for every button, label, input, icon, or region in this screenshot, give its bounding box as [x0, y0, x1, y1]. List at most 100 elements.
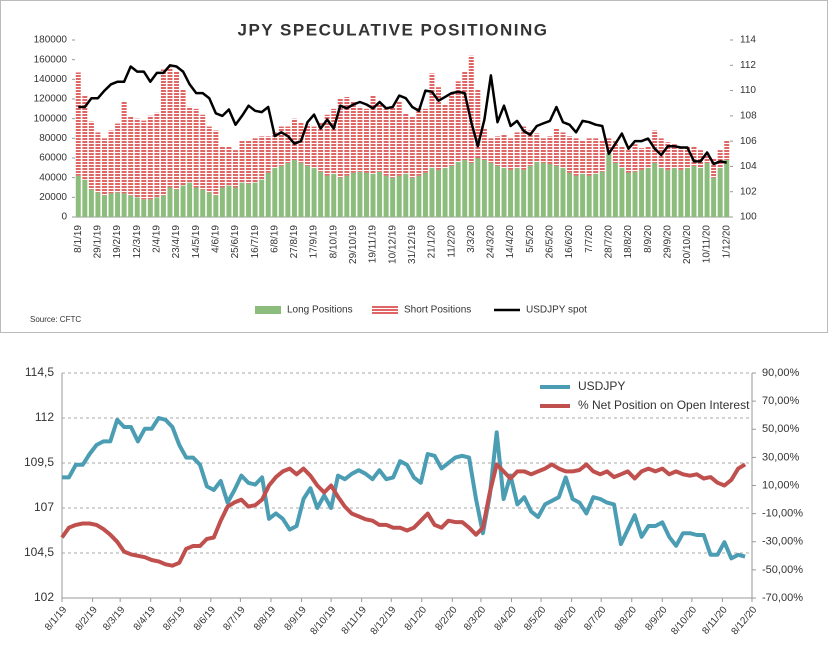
bar-segment: [154, 112, 160, 198]
bar-segment: [370, 95, 376, 174]
x-tick-label: 8/11/20: [700, 604, 730, 636]
bar-segment: [645, 146, 651, 168]
x-tick-label: 8/12/20: [729, 604, 759, 637]
x-tick-label: 29/10/19: [348, 225, 359, 264]
bar-segment: [468, 55, 474, 163]
bar-segment: [540, 162, 546, 217]
bar-segment: [239, 182, 245, 217]
y-tick-label: 104,5: [24, 545, 54, 559]
bar-segment: [724, 159, 730, 217]
x-tick-label: 8/12/19: [369, 604, 399, 637]
bar-segment: [206, 192, 212, 217]
x-tick-label: 8/9/20: [643, 604, 670, 633]
bar-segment: [567, 172, 573, 217]
bar-segment: [717, 150, 723, 168]
bar-segment: [134, 118, 140, 198]
bar-segment: [586, 138, 592, 176]
bar-segment: [684, 167, 690, 217]
bar-segment: [141, 199, 147, 217]
y2-tick-label: 114: [740, 35, 756, 46]
bar-segment: [344, 175, 350, 217]
bar-segment: [508, 138, 514, 170]
legend-label: Short Positions: [404, 305, 471, 316]
x-tick-label: 1/12/20: [721, 225, 732, 259]
bar-segment: [678, 169, 684, 217]
bar-segment: [324, 114, 330, 176]
bar-segment: [75, 72, 81, 176]
bar-segment: [442, 103, 448, 168]
bar-segment: [468, 162, 474, 217]
bar-segment: [75, 175, 81, 217]
y2-tick-label: 100: [740, 212, 757, 223]
bar-segment: [121, 100, 127, 194]
x-tick-label: 8/9/20: [643, 225, 654, 253]
bar-segment: [711, 177, 717, 217]
x-tick-label: 8/1/19: [73, 225, 84, 253]
bar-segment: [691, 146, 697, 166]
legend-label: % Net Position on Open Interest: [578, 398, 750, 412]
legend-swatch: [255, 306, 281, 314]
bar-segment: [311, 167, 317, 217]
x-tick-label: 19/2/19: [112, 225, 123, 259]
chart-title: JPY SPECULATIVE POSITIONING: [238, 20, 549, 39]
bar-segment: [246, 183, 252, 217]
x-tick-label: 8/10/20: [669, 604, 699, 637]
x-tick-label: 12/3/19: [132, 225, 143, 259]
bar-segment: [639, 169, 645, 217]
bar-segment: [278, 126, 284, 166]
legend-label: USDJPY: [578, 379, 625, 393]
y2-tick-label: 108: [740, 110, 757, 121]
bar-segment: [704, 153, 710, 163]
bar-segment: [429, 167, 435, 217]
y2-tick-label: -50,00%: [762, 564, 803, 576]
bar-segment: [187, 182, 193, 217]
bar-segment: [658, 167, 664, 217]
bar-segment: [606, 153, 612, 217]
bar-segment: [174, 189, 180, 217]
bar-segment: [344, 97, 350, 176]
x-tick-label: 4/6/19: [210, 225, 221, 253]
x-tick-label: 16/7/19: [250, 225, 261, 259]
bar-segment: [612, 162, 618, 217]
y-tick-label: 109,5: [24, 455, 54, 469]
x-tick-label: 29/1/19: [93, 225, 104, 259]
x-tick-label: 8/4/19: [132, 604, 159, 633]
bar-segment: [704, 162, 710, 217]
source-note: Source: CFTC: [30, 315, 81, 324]
bar-segment: [567, 136, 573, 173]
bar-segment: [305, 124, 311, 166]
y2-tick-label: 50,00%: [762, 423, 800, 435]
bar-segment: [101, 195, 107, 217]
x-tick-label: 26/5/20: [545, 225, 556, 259]
bar-segment: [357, 171, 363, 217]
bar-segment: [436, 87, 442, 170]
bar-segment: [115, 192, 121, 217]
bar-segment: [174, 71, 180, 190]
bar-segment: [363, 172, 369, 217]
bar-segment: [167, 187, 173, 217]
bar-segment: [612, 140, 618, 163]
bar-segment: [501, 134, 507, 168]
bar-segment: [625, 150, 631, 173]
bar-segment: [449, 165, 455, 217]
bar-segment: [455, 161, 461, 217]
bar-segment: [331, 108, 337, 174]
bar-segment: [684, 146, 690, 168]
bar-segment: [625, 172, 631, 217]
x-tick-label: 8/11/19: [340, 604, 370, 636]
bar-segment: [416, 106, 422, 176]
bar-segment: [377, 103, 383, 172]
bar-segment: [160, 69, 166, 196]
bar-segment: [409, 116, 415, 178]
bar-segment: [527, 130, 533, 166]
y2-tick-label: 70,00%: [762, 395, 800, 407]
y-tick-label: 180000: [34, 35, 68, 46]
x-tick-label: 8/9/19: [283, 604, 310, 633]
bar-segment: [115, 123, 121, 193]
spot-line: [78, 64, 727, 166]
series-line: [62, 416, 746, 561]
bar-segment: [305, 165, 311, 217]
bar-segment: [403, 173, 409, 217]
bar-segment: [226, 185, 232, 217]
